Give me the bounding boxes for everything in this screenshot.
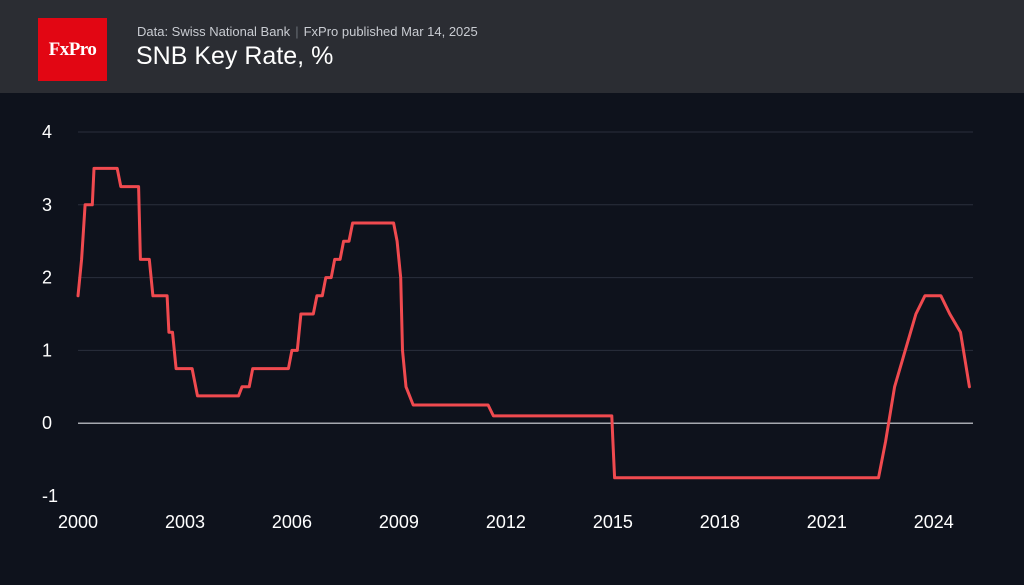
x-tick-label: 2009 xyxy=(379,512,419,532)
x-tick-label: 2021 xyxy=(807,512,847,532)
y-tick-label: 0 xyxy=(42,413,52,433)
x-tick-label: 2012 xyxy=(486,512,526,532)
fxpro-logo: FxPro xyxy=(38,18,107,81)
y-tick-label: -1 xyxy=(42,486,58,506)
x-tick-label: 2006 xyxy=(272,512,312,532)
x-tick-label: 2015 xyxy=(593,512,633,532)
x-tick-label: 2000 xyxy=(58,512,98,532)
header-bar: FxPro Data: Swiss National Bank | FxPro pu… xyxy=(0,0,1024,93)
line-chart: 4 3 2 1 0 -1 2000 2003 2006 2009 2012 2015 2018 2021… xyxy=(42,122,973,532)
y-tick-label: 1 xyxy=(42,340,52,360)
data-source: Data: Swiss National Bank xyxy=(137,24,291,39)
y-tick-label: 3 xyxy=(42,195,52,215)
y-tick-label: 4 xyxy=(42,122,52,142)
x-tick-label: 2018 xyxy=(700,512,740,532)
y-tick-label: 2 xyxy=(42,268,52,288)
series-line-snb-key-rate xyxy=(76,166,971,480)
published-date: FxPro published Mar 14, 2025 xyxy=(303,24,478,39)
x-tick-label: 2003 xyxy=(165,512,205,532)
chart-title: SNB Key Rate, % xyxy=(136,42,334,70)
x-tick-label: 2024 xyxy=(914,512,954,532)
source-line: Data: Swiss National Bank | FxPro publishe… xyxy=(137,24,478,39)
separator: | xyxy=(295,24,299,39)
